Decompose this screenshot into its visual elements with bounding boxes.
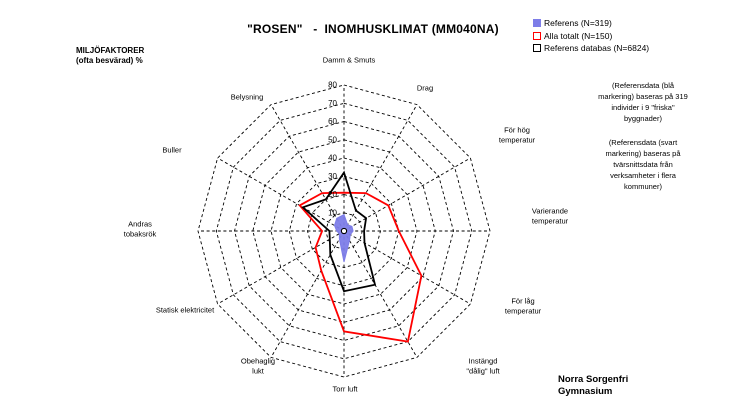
legend-label: Alla totalt (N=150) [544,30,613,41]
axis-label: Torr luft [332,384,358,394]
axis-label: För låg temperatur [504,296,542,316]
school-name: Norra Sorgenfri Gymnasium [558,374,629,397]
legend-item-referens: Referens (N=319) [533,17,649,30]
y-axis-caption: MILJÖFAKTORER (ofta besvärad) % [76,46,145,65]
radial-tick-label: 10 [328,208,337,217]
axis-label: Belysning [230,92,264,102]
axis-label: Damm & Smuts [322,55,376,65]
legend-item-referens-databas: Referens databas (N=6824) [533,42,649,55]
radial-tick-label: 30 [328,172,337,181]
axis-label: Varierande temperatur [531,206,569,226]
radial-tick-label: 40 [328,154,337,163]
axis-label: Statisk elektricitet [155,305,215,315]
chart-title: "ROSEN" - INOMHUSKLIMAT (MM040NA) [247,22,499,36]
axis-label: Instängd "dålig" luft [466,356,500,376]
axis-label: Drag [416,83,434,93]
radial-tick-label: 70 [328,99,337,108]
legend-swatch-black-icon [533,44,541,53]
axis-label: Andras tobaksrök [123,219,157,239]
legend-label: Referens databas (N=6824) [544,43,650,53]
radial-tick-label: 60 [328,117,337,126]
radial-tick-label: 20 [328,190,337,199]
reference-note-blue: (Referensdata (blå markering) baseras på… [598,81,688,123]
legend: Referens (N=319) Alla totalt (N=150) Ref… [533,17,649,55]
axis-label: För hög temperatur [498,125,536,145]
radial-tick-label: 50 [328,135,337,144]
legend-label: Referens (N=319) [544,18,612,28]
reference-note-black: (Referensdata (svart markering) baseras … [605,138,681,191]
radial-tick-label: 80 [328,81,337,90]
axis-label: Obehaglig lukt [240,356,276,376]
legend-swatch-blue-icon [533,19,541,28]
legend-item-alla-totalt: Alla totalt (N=150) [533,30,649,43]
axis-label: Buller [162,145,182,155]
legend-swatch-red-icon [533,31,541,40]
